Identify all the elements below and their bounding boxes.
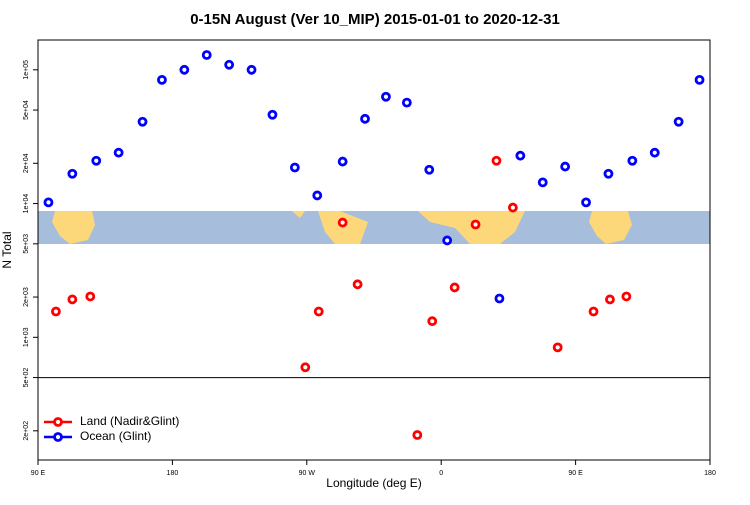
point: [67, 294, 78, 305]
point: [649, 147, 660, 158]
legend-marker: [53, 417, 63, 427]
point: [588, 306, 599, 317]
point: [412, 430, 423, 440]
legend-label: Ocean (Glint): [80, 429, 151, 443]
point: [442, 235, 453, 246]
x-tick-label: 180: [167, 470, 179, 477]
point: [267, 109, 278, 120]
y-tick-label: 2e+04: [23, 153, 30, 173]
point: [157, 74, 167, 85]
y-tick-label: 1e+05: [23, 60, 30, 80]
y-tick-label: 5e+04: [23, 100, 30, 120]
point: [352, 279, 363, 290]
x-axis-label: Longitude (deg E): [326, 476, 421, 490]
point: [289, 162, 300, 173]
point: [694, 74, 705, 85]
y-tick-label: 5e+03: [23, 234, 30, 254]
point: [85, 291, 96, 302]
point: [401, 97, 412, 108]
y-tick-label: 1e+03: [23, 327, 30, 347]
point: [424, 164, 435, 175]
y-tick-label: 2e+03: [23, 287, 30, 307]
map-strip: [38, 211, 710, 244]
map-land: [418, 211, 525, 244]
x-tick-label: 90 E: [31, 470, 46, 477]
point: [313, 306, 324, 317]
x-tick-label: 90 W: [299, 470, 316, 477]
point: [137, 116, 148, 127]
point: [581, 197, 591, 208]
point: [621, 291, 632, 302]
map-land: [318, 211, 368, 244]
point: [300, 362, 311, 373]
y-tick-label: 2e+02: [23, 421, 30, 441]
map-land: [589, 211, 632, 244]
y-tick-label: 1e+04: [23, 194, 30, 214]
point: [51, 306, 61, 317]
point: [312, 190, 323, 201]
x-tick-label: 180: [704, 470, 716, 477]
point: [537, 177, 548, 188]
map-land: [52, 211, 95, 244]
point: [360, 113, 370, 124]
point: [560, 161, 571, 172]
point: [470, 219, 481, 230]
point: [113, 147, 124, 158]
point: [605, 294, 615, 305]
point: [246, 64, 257, 75]
point: [491, 155, 502, 166]
x-tick-label: 90 E: [568, 470, 583, 477]
y-axis-label: N Total: [0, 231, 14, 268]
x-tick-label: 0: [439, 470, 443, 477]
y-tick-label: 5e+02: [23, 368, 30, 388]
legend-label: Land (Nadir&Glint): [80, 414, 179, 428]
point: [627, 155, 638, 166]
point: [603, 168, 614, 179]
chart-title: 0-15N August (Ver 10_MIP) 2015-01-01 to …: [190, 11, 560, 28]
point: [449, 282, 460, 293]
point: [67, 168, 78, 179]
plot-frame: [37, 39, 711, 461]
point: [673, 116, 684, 127]
point: [515, 150, 526, 161]
point: [552, 342, 563, 353]
point: [507, 202, 518, 213]
legend-marker: [53, 432, 63, 442]
point: [224, 59, 235, 70]
map-land: [292, 211, 305, 218]
point: [381, 91, 391, 102]
point: [201, 50, 212, 60]
point: [43, 197, 54, 208]
point: [179, 64, 190, 75]
point: [427, 316, 438, 327]
point: [337, 156, 348, 167]
point: [91, 155, 102, 166]
point: [337, 217, 348, 228]
point: [494, 293, 505, 304]
